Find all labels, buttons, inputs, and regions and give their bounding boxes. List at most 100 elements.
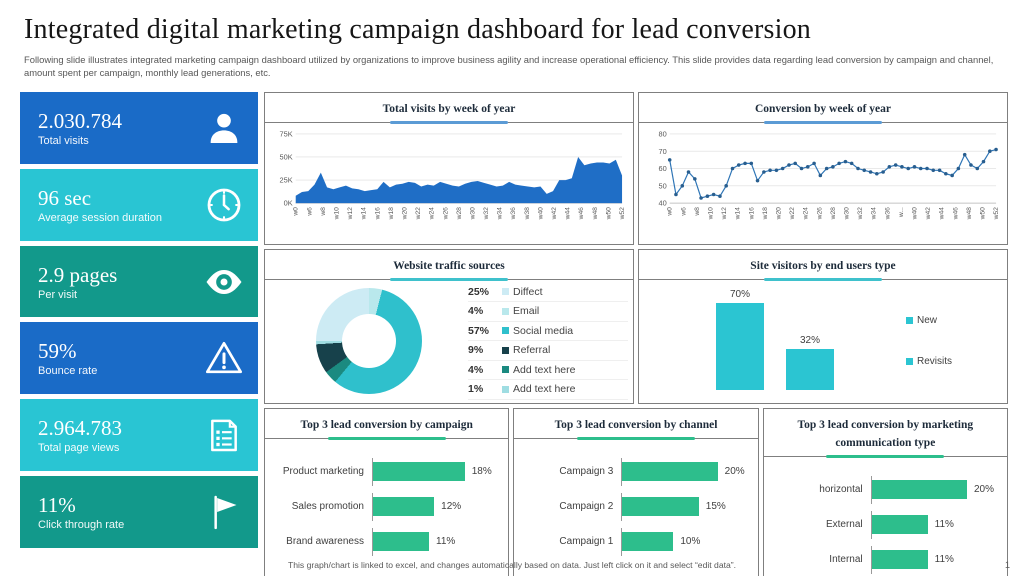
svg-text:w44: w44	[565, 207, 572, 221]
legend-row[interactable]: 25% Diffect	[468, 283, 628, 303]
hbar-row[interactable]: Product marketing 18%	[272, 457, 495, 486]
kpi-total-page-views[interactable]: 2.964.783 Total page views	[20, 399, 258, 472]
bar-chart-by-channel[interactable]: Campaign 3 20% Campaign 2 15% Campaign 1 10%	[514, 439, 757, 576]
hbar-category-label: horizontal	[819, 484, 863, 496]
line-chart-conversion[interactable]: 40 50 60 70 80 w0 w6 w8 w10 w12 w14 w16 w18 w20 w22 w24…	[639, 123, 1007, 244]
bar-chart-by-campaign[interactable]: Product marketing 18% Sales promotion 12% Br…	[265, 439, 508, 576]
legend-item[interactable]: Revisits	[905, 356, 1002, 368]
panel-header: Conversion by week of year	[638, 93, 1007, 124]
svg-text:w18: w18	[388, 207, 395, 221]
column-bar-revisits[interactable]: 32%	[785, 289, 834, 390]
bar-chart-by-comm-type[interactable]: horizontal 20% External 11% Internal 11%	[764, 457, 1007, 576]
hbar-value-label: 11%	[934, 519, 954, 531]
kpi-value: 96 sec	[38, 185, 92, 210]
svg-text:w10: w10	[707, 207, 714, 221]
area-chart-total-visits[interactable]: 0K 25K 50K 75K w0 w6 w8 w10 w12 w14 w16 w18 w20 w22 w2…	[265, 123, 633, 244]
svg-text:w52: w52	[619, 207, 626, 221]
dashboard: 2.030.784 Total visits 96 sec Average se…	[20, 92, 1008, 576]
donut-chart-traffic-sources[interactable]: 25% Diffect 4% Email 57% Social media 9% Referr…	[265, 280, 633, 403]
legend-row[interactable]: 57% Social media	[468, 322, 628, 342]
svg-text:w36: w36	[510, 207, 517, 221]
legend-row[interactable]: 4% Add text here	[468, 361, 628, 381]
chart-title: Top 3 lead conversion by marketing commu…	[797, 418, 974, 449]
hbar-row[interactable]: External 11%	[771, 510, 994, 539]
hbar-category-label: Sales promotion	[291, 501, 364, 513]
kpi-text: 11% Click through rate	[38, 493, 124, 531]
kpi-bounce-rate[interactable]: 59% Bounce rate	[20, 322, 258, 395]
svg-text:w14: w14	[735, 207, 742, 221]
svg-text:w20: w20	[401, 207, 408, 221]
hbar-bar	[622, 462, 718, 482]
svg-text:w16: w16	[374, 207, 381, 221]
panel-conversion: Conversion by week of year 40 50 60 70 80 w0 w…	[637, 92, 1008, 245]
chart-title: Top 3 lead conversion by campaign	[300, 418, 473, 431]
hbar-value-label: 20%	[724, 466, 745, 478]
chart-panels: Total visits by week of year 0K 25K 50K 75K…	[264, 92, 1008, 576]
panel-conversion-by-comm-type: Top 3 lead conversion by marketing commu…	[762, 407, 1008, 576]
hbar-bar	[622, 532, 674, 552]
svg-text:w16: w16	[748, 207, 755, 221]
hbar-row[interactable]: Campaign 1 10%	[521, 527, 744, 556]
document-icon	[211, 419, 237, 452]
hbar-bar	[373, 497, 435, 517]
hbar-track: 20%	[621, 457, 745, 486]
hbar-track: 11%	[870, 510, 994, 539]
page-number: 1	[1004, 560, 1010, 570]
column-chart-visitors-type[interactable]: 70% 32% New Revisits	[639, 280, 1007, 403]
donut-hole	[342, 314, 396, 369]
hbar-bar	[871, 515, 928, 535]
kpi-click-through-rate[interactable]: 11% Click through rate	[20, 476, 258, 548]
kpi-label: Bounce rate	[38, 365, 98, 378]
footer-note: This graph/chart is linked to excel, and…	[287, 560, 737, 570]
kpi-total-visits[interactable]: 2.030.784 Total visits	[20, 92, 258, 164]
svg-text:40: 40	[658, 199, 666, 208]
svg-text:w30: w30	[469, 207, 476, 221]
svg-text:w36: w36	[884, 207, 891, 221]
page-title: Integrated digital marketing campaign da…	[24, 14, 812, 45]
hbar-row[interactable]: Sales promotion 12%	[272, 492, 495, 521]
legend-item[interactable]: New	[905, 315, 1002, 326]
svg-text:w46: w46	[952, 207, 959, 221]
legend-row[interactable]: 4% Email	[468, 302, 628, 322]
hbar-category-label: Brand awareness	[286, 536, 364, 548]
svg-text:w32: w32	[857, 207, 864, 221]
kpi-label: Average session duration	[38, 211, 162, 224]
svg-text:w8: w8	[694, 207, 701, 217]
hbar-bar	[373, 532, 430, 552]
svg-text:w24: w24	[429, 207, 436, 221]
legend-label: Revisits	[916, 356, 952, 368]
hbar-chart: horizontal 20% External 11% Internal 11%	[769, 460, 1002, 576]
kpi-session-duration[interactable]: 96 sec Average session duration	[20, 168, 258, 241]
legend-label: Referral	[513, 344, 551, 357]
panel-header: Site visitors by end users type	[638, 250, 1007, 281]
svg-text:80: 80	[658, 129, 666, 138]
person-icon	[210, 113, 238, 143]
svg-text:w44: w44	[939, 207, 946, 221]
svg-text:w48: w48	[592, 207, 599, 221]
svg-text:70: 70	[658, 147, 666, 156]
svg-text:25K: 25K	[280, 176, 293, 185]
svg-text:w46: w46	[578, 207, 585, 221]
kpi-text: 96 sec Average session duration	[38, 186, 162, 224]
svg-text:w38: w38	[524, 207, 531, 221]
svg-text:w40: w40	[911, 207, 918, 221]
hbar-row[interactable]: Campaign 3 20%	[521, 457, 745, 486]
column-bar-new[interactable]: 70%	[715, 289, 764, 390]
hbar-row[interactable]: Campaign 2 15%	[521, 492, 744, 521]
panel-header: Top 3 lead conversion by marketing commu…	[763, 409, 1007, 458]
hbar-category-label: Campaign 3	[559, 466, 614, 478]
legend-swatch	[502, 385, 509, 393]
panel-header: Website traffic sources	[265, 250, 633, 281]
legend-row[interactable]: 9% Referral	[468, 341, 628, 361]
svg-text:75K: 75K	[280, 129, 293, 138]
hbar-row[interactable]: Internal 11%	[771, 545, 994, 574]
hbar-row[interactable]: horizontal 20%	[771, 475, 994, 504]
kpi-text: 59% Bounce rate	[38, 339, 97, 377]
kpi-pages-per-visit[interactable]: 2.9 pages Per visit	[20, 245, 258, 318]
svg-text:60: 60	[658, 164, 666, 173]
svg-text:w28: w28	[456, 207, 463, 221]
hbar-row[interactable]: Brand awareness 11%	[272, 527, 495, 556]
donut-ring[interactable]	[316, 288, 422, 395]
legend-row[interactable]: 1% Add text here	[468, 380, 628, 400]
panel-header: Top 3 lead conversion by channel	[514, 409, 758, 440]
